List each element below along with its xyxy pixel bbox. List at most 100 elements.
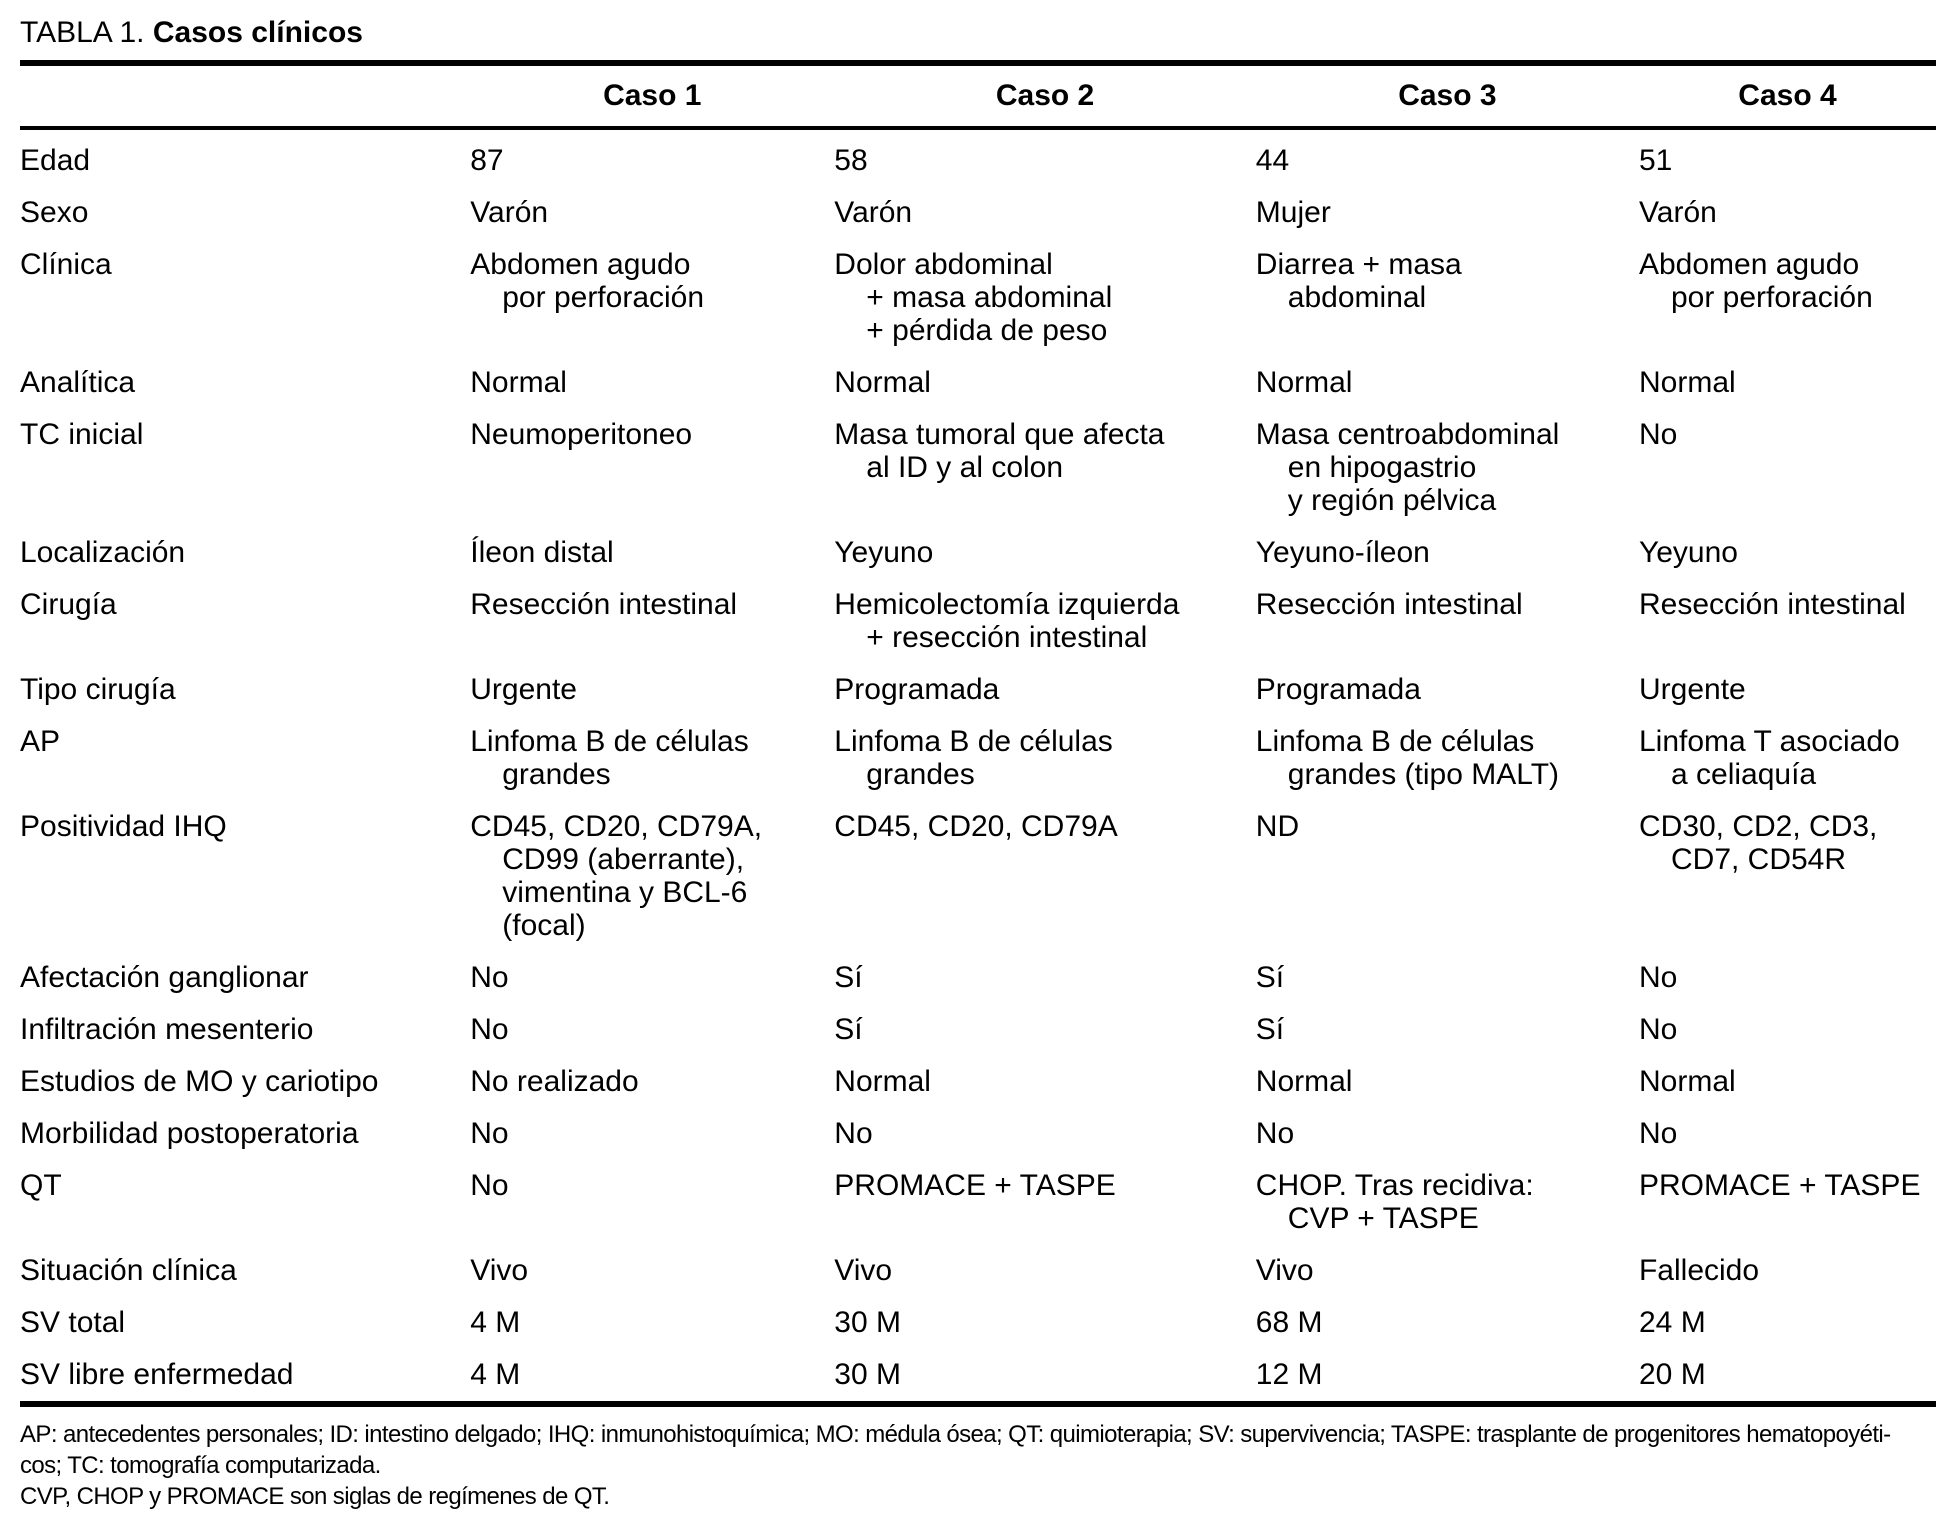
- cell-value: PROMACE + TASPE: [834, 1169, 1116, 1202]
- cell-value: Abdomen agudo por perforación: [470, 248, 705, 314]
- cell-value: PROMACE + TASPE: [1638, 1169, 1921, 1202]
- row-label: Positividad IHQ: [20, 810, 227, 843]
- table-body: Edad 87 58 44 51 Sexo Varón Varón Mujer Varón Clín…: [20, 128, 1936, 1404]
- table-row: Morbilidad postoperatoria No No No No: [20, 1108, 1936, 1160]
- cell-value: 87: [470, 144, 504, 177]
- table-number: TABLA 1.: [20, 16, 145, 49]
- cell-value: Yeyuno: [834, 536, 934, 569]
- cell-value: Sí: [1255, 961, 1285, 994]
- column-header-caso-2: Caso 2: [834, 63, 1256, 130]
- cell-value: Resección intestinal: [1638, 588, 1906, 621]
- row-label: Localización: [20, 536, 186, 569]
- cell-value: Normal: [1638, 366, 1736, 399]
- cell-value: Normal: [834, 366, 931, 399]
- cell-value: No realizado: [470, 1065, 639, 1098]
- row-label: Situación clínica: [20, 1254, 237, 1287]
- cell-value: Urgente: [470, 673, 577, 706]
- table-row: Clínica Abdomen agudo por perforación Dolo…: [20, 239, 1936, 357]
- cell-value: Programada: [834, 673, 1000, 706]
- cell-value: 30 M: [834, 1358, 901, 1391]
- column-header-caso-1: Caso 1: [470, 63, 835, 130]
- table-row: Estudios de MO y cariotipo No realizado No…: [20, 1056, 1936, 1108]
- cell-value: CHOP. Tras recidiva: CVP + TASPE: [1255, 1169, 1534, 1235]
- cell-value: Normal: [1255, 1065, 1353, 1098]
- cell-value: Hemicolectomía izquierda + resección int…: [834, 588, 1180, 654]
- cell-value: Resección intestinal: [1255, 588, 1523, 621]
- cell-value: Urgente: [1638, 673, 1746, 706]
- cell-value: Linfoma B de células grandes: [834, 725, 1113, 791]
- cell-value: No: [1638, 1117, 1678, 1150]
- cell-value: Masa centroabdominal en hipogastrio y re…: [1255, 418, 1560, 517]
- row-label: AP: [20, 725, 61, 758]
- row-label: QT: [20, 1169, 62, 1202]
- cell-value: Mujer: [1255, 196, 1331, 229]
- cell-value: Vivo: [834, 1254, 893, 1287]
- table-row: Situación clínica Vivo Vivo Vivo Fallecido: [20, 1245, 1936, 1297]
- row-label: Morbilidad postoperatoria: [20, 1117, 359, 1150]
- cell-value: Programada: [1255, 673, 1421, 706]
- cell-value: Sí: [834, 961, 863, 994]
- cell-value: CD45, CD20, CD79A, CD99 (aberrante), vim…: [470, 810, 763, 942]
- table-row: Afectación ganglionar No Sí Sí No: [20, 952, 1936, 1004]
- table-row: Localización Íleon distal Yeyuno Yeyuno-íle…: [20, 527, 1936, 579]
- cell-value: No: [470, 1013, 509, 1046]
- cell-value: Normal: [470, 366, 567, 399]
- cell-value: 58: [834, 144, 868, 177]
- table-row: Sexo Varón Varón Mujer Varón: [20, 187, 1936, 239]
- row-label: Analítica: [20, 366, 136, 399]
- cell-value: 12 M: [1255, 1358, 1323, 1391]
- row-label: Estudios de MO y cariotipo: [20, 1065, 379, 1098]
- table-row: SV total 4 M 30 M 68 M 24 M: [20, 1297, 1936, 1349]
- cell-value: 4 M: [470, 1306, 521, 1339]
- column-header-caso-4: Caso 4: [1638, 63, 1936, 130]
- table-row: Tipo cirugía Urgente Programada Programada U…: [20, 664, 1936, 716]
- cell-value: No: [1638, 1013, 1678, 1046]
- cell-value: Yeyuno-íleon: [1255, 536, 1430, 569]
- table-row: AP Linfoma B de células grandes Linfoma B …: [20, 716, 1936, 801]
- table-row: Positividad IHQ CD45, CD20, CD79A, CD99 (…: [20, 801, 1936, 952]
- cell-value: Neumoperitoneo: [470, 418, 693, 451]
- cell-value: Fallecido: [1638, 1254, 1760, 1287]
- cell-value: No: [470, 961, 509, 994]
- table-title: Casos clínicos: [152, 16, 363, 49]
- cell-value: No: [1255, 1117, 1295, 1150]
- table-footnotes: AP: antecedentes personales; ID: intesti…: [20, 1419, 1936, 1512]
- row-label: Infiltración mesenterio: [20, 1013, 314, 1046]
- cell-value: Normal: [1638, 1065, 1736, 1098]
- table-row: Analítica Normal Normal Normal Normal: [20, 357, 1936, 409]
- row-label: Clínica: [20, 248, 112, 281]
- cell-value: No: [1638, 418, 1678, 451]
- cell-value: Varón: [834, 196, 913, 229]
- row-label: SV libre enfermedad: [20, 1358, 294, 1391]
- cell-value: No: [834, 1117, 873, 1150]
- table-caption: TABLA 1. Casos clínicos: [20, 16, 1936, 49]
- row-label: SV total: [20, 1306, 126, 1339]
- table-row: SV libre enfermedad 4 M 30 M 12 M 20 M: [20, 1349, 1936, 1404]
- table-row: Cirugía Resección intestinal Hemicolectomí…: [20, 579, 1936, 664]
- cell-value: 68 M: [1255, 1306, 1323, 1339]
- cell-value: CD45, CD20, CD79A: [834, 810, 1118, 843]
- cell-value: 44: [1255, 144, 1290, 177]
- cell-value: 24 M: [1638, 1306, 1706, 1339]
- cell-value: Normal: [1255, 366, 1353, 399]
- cell-value: CD30, CD2, CD3, CD7, CD54R: [1638, 810, 1878, 876]
- cell-value: No: [470, 1117, 509, 1150]
- cell-value: Linfoma B de células grandes: [470, 725, 749, 791]
- cell-value: Abdomen agudo por perforación: [1638, 248, 1873, 314]
- cell-value: Vivo: [470, 1254, 529, 1287]
- cell-value: No: [1638, 961, 1678, 994]
- cell-value: Varón: [1638, 196, 1717, 229]
- cell-value: Normal: [834, 1065, 931, 1098]
- header-empty-cell: [20, 63, 471, 130]
- footnote-regimens: CVP, CHOP y PROMACE son siglas de regíme…: [20, 1483, 610, 1510]
- cell-value: Íleon distal: [470, 536, 614, 569]
- table-header-row: Caso 1 Caso 2 Caso 3 Caso 4: [20, 63, 1936, 130]
- cell-value: Sí: [1255, 1013, 1285, 1046]
- cell-value: 20 M: [1638, 1358, 1706, 1391]
- cell-value: ND: [1255, 810, 1300, 843]
- footnote-abbreviations: AP: antecedentes personales; ID: intesti…: [20, 1421, 1891, 1479]
- cell-value: Masa tumoral que afecta al ID y al colon: [834, 418, 1165, 484]
- cell-value: 51: [1638, 144, 1673, 177]
- cell-value: Sí: [834, 1013, 863, 1046]
- cell-value: Resección intestinal: [470, 588, 738, 621]
